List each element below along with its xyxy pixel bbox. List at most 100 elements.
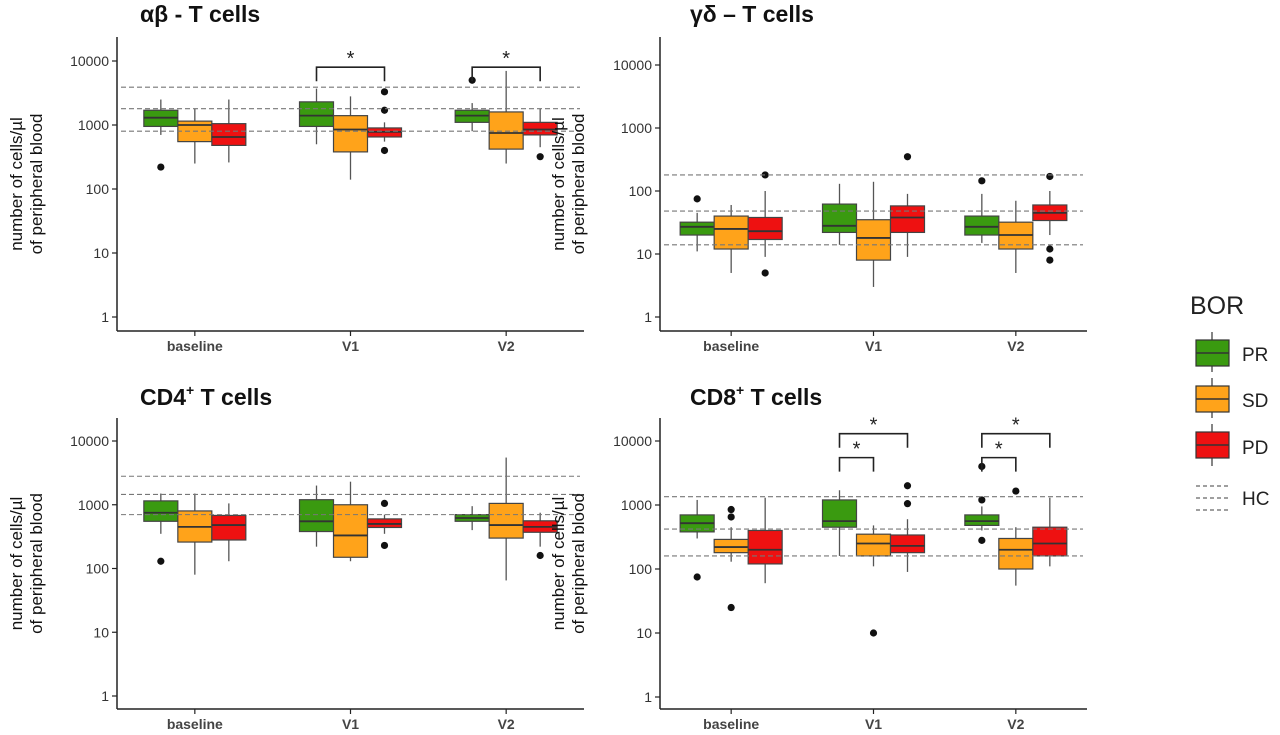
box-pr — [454, 506, 490, 531]
significance-bracket: * — [981, 439, 1017, 472]
box-body — [298, 499, 335, 533]
x-tick-label: V2 — [1007, 338, 1024, 354]
chart-title: αβ - T cells — [140, 1, 260, 27]
box-pd — [747, 171, 783, 277]
box-body — [889, 205, 926, 234]
box-outlier — [380, 88, 389, 96]
box-outlier — [761, 269, 769, 277]
box-outlier — [903, 153, 912, 161]
box-sd — [713, 204, 749, 273]
x-tick-label: baseline — [703, 338, 759, 354]
x-tick-label: V2 — [498, 338, 515, 354]
legend-label-pd: PD — [1242, 438, 1268, 459]
box-outlier — [761, 171, 769, 179]
box-pr — [679, 499, 715, 581]
box-pd — [366, 499, 403, 550]
box-sd — [332, 481, 369, 562]
significance-bracket: * — [838, 415, 909, 448]
box-outlier — [1046, 256, 1054, 264]
y-tick-label: 100 — [629, 561, 653, 577]
box-sd — [855, 181, 892, 287]
significance-label: * — [870, 415, 878, 437]
legend-key-pr: PR — [1195, 332, 1268, 372]
box-body — [998, 537, 1034, 570]
chart-title: γδ – T cells — [690, 1, 814, 27]
box-outlier — [693, 195, 701, 203]
box-pd — [522, 512, 558, 560]
box-pr — [298, 88, 335, 145]
significance-bracket: * — [315, 48, 386, 82]
y-tick-label: 10 — [636, 625, 652, 641]
y-tick-label: 10000 — [70, 53, 109, 69]
box-sd — [855, 525, 892, 637]
box-body — [964, 215, 1000, 236]
significance-bracket: * — [981, 415, 1051, 448]
y-tick-label: 1000 — [78, 117, 109, 133]
y-axis-label-line1: number of cells/µl — [7, 497, 26, 631]
box-pd — [522, 108, 558, 161]
y-tick-label: 1 — [644, 689, 652, 705]
box-sd — [332, 96, 369, 180]
box-outlier — [903, 482, 912, 490]
significance-label: * — [1012, 415, 1020, 437]
y-tick-label: 100 — [629, 183, 653, 199]
box-body — [855, 219, 892, 261]
y-tick-label: 100 — [86, 561, 110, 577]
box-pd — [211, 99, 247, 163]
box-outlier — [380, 541, 389, 550]
box-body — [1032, 526, 1068, 557]
y-tick-label: 10000 — [70, 433, 109, 449]
legend-key-pd: PD — [1195, 424, 1268, 466]
box-outlier — [380, 106, 389, 114]
bracket-line — [981, 456, 1017, 472]
box-pr — [679, 195, 715, 252]
bracket-line — [838, 432, 909, 448]
box-body — [747, 216, 783, 241]
box-pd — [211, 503, 247, 562]
y-tick-label: 10 — [636, 246, 652, 262]
box-outlier — [536, 551, 544, 560]
box-outlier — [1046, 172, 1054, 181]
box-outlier — [727, 603, 735, 612]
box-sd — [488, 70, 524, 164]
box-outlier — [380, 499, 389, 507]
legend-key-hc: HC — [1196, 485, 1269, 511]
significance-bracket: * — [471, 48, 541, 82]
box-body — [679, 221, 715, 236]
box-body — [964, 514, 1000, 527]
box-pd — [366, 88, 403, 155]
box-body — [889, 534, 926, 554]
box-outlier — [1012, 487, 1020, 495]
box-body — [298, 101, 335, 128]
box-body — [821, 203, 858, 234]
bracket-line — [981, 432, 1051, 448]
y-tick-label: 100 — [86, 181, 110, 197]
box-outlier — [727, 513, 735, 521]
box-outlier — [536, 153, 544, 161]
legend-label-hc: HC — [1242, 489, 1269, 510]
chart-title-sup: + — [186, 382, 194, 398]
bracket-line — [315, 66, 386, 82]
significance-label: * — [853, 439, 861, 461]
box-pd — [889, 482, 926, 572]
y-tick-label: 1000 — [78, 497, 109, 513]
box-outlier — [157, 163, 165, 171]
box-sd — [713, 505, 749, 612]
y-axis-label-line1: number of cells/µl — [7, 117, 26, 251]
chart-title-tail: T cells — [744, 384, 822, 410]
box-outlier — [1046, 245, 1054, 253]
chart-panel-cd8: CD8+ T cells number of cells/µl of periphe… — [549, 382, 1087, 732]
box-body — [713, 215, 749, 250]
y-axis-label-line2: of peripheral blood — [27, 114, 46, 255]
bracket-line — [471, 66, 541, 82]
x-tick-label: V1 — [342, 716, 359, 732]
chart-title: CD4+ T cells — [140, 382, 272, 410]
box-body — [488, 502, 524, 539]
box-outlier — [727, 505, 735, 514]
chart-title-main: CD8 — [690, 384, 736, 410]
significance-label: * — [995, 439, 1003, 461]
box-body — [821, 499, 858, 528]
y-axis-label-line1: number of cells/µl — [549, 117, 568, 251]
box-sd — [177, 108, 213, 164]
